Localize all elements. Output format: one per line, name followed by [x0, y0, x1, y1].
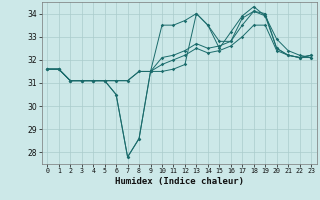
X-axis label: Humidex (Indice chaleur): Humidex (Indice chaleur)	[115, 177, 244, 186]
